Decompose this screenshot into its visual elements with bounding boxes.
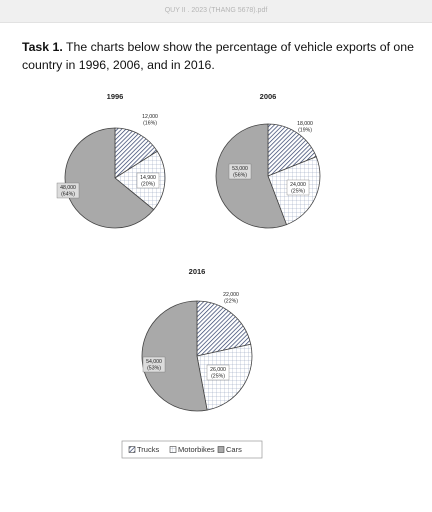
percent-label: (22%) bbox=[224, 298, 238, 304]
legend-swatch bbox=[169, 446, 177, 453]
value-label: 24,000 bbox=[290, 182, 306, 188]
legend-swatch bbox=[217, 446, 225, 453]
file-name: QUY II . 2023 (THANG 5678).pdf bbox=[0, 0, 432, 23]
pie-slice bbox=[196, 300, 252, 357]
percent-label: (64%) bbox=[61, 191, 75, 197]
value-label: 54,000 bbox=[146, 359, 162, 365]
value-label: 53,000 bbox=[232, 166, 248, 172]
percent-label: (20%) bbox=[141, 181, 155, 187]
task-label: Task 1. bbox=[22, 40, 63, 54]
label-bg bbox=[136, 172, 160, 189]
pie-slice bbox=[141, 300, 208, 412]
label-bg bbox=[206, 364, 230, 381]
value-label: 22,000 bbox=[223, 292, 239, 298]
label-bg bbox=[142, 356, 166, 373]
value-label: 14,900 bbox=[140, 175, 156, 181]
percent-label: (25%) bbox=[211, 373, 225, 379]
pie-slice bbox=[215, 123, 288, 229]
percent-label: (25%) bbox=[291, 188, 305, 194]
legend-swatch bbox=[128, 446, 136, 453]
label-bg bbox=[286, 179, 310, 196]
percent-label: (53%) bbox=[147, 365, 161, 371]
pie-slice bbox=[64, 127, 155, 229]
value-label: 18,000 bbox=[297, 121, 313, 127]
percent-label: (16%) bbox=[143, 120, 157, 126]
value-label: 48,000 bbox=[60, 185, 76, 191]
legend-label: Motorbikes bbox=[178, 445, 215, 454]
legend-box bbox=[121, 440, 263, 459]
pie-slice bbox=[114, 127, 158, 179]
label-bg bbox=[56, 182, 80, 199]
pie-title: 2006 bbox=[260, 92, 277, 101]
pie-title: 2016 bbox=[189, 267, 206, 276]
percent-label: (56%) bbox=[233, 172, 247, 178]
task-body: The charts below show the percentage of … bbox=[22, 40, 414, 72]
legend-label: Trucks bbox=[137, 445, 159, 454]
value-label: 26,000 bbox=[210, 367, 226, 373]
value-label: 12,000 bbox=[142, 114, 158, 120]
label-bg bbox=[228, 163, 252, 180]
percent-label: (19%) bbox=[298, 127, 312, 133]
pie-slice bbox=[267, 123, 317, 177]
pie-title: 1996 bbox=[107, 92, 124, 101]
task-text: Task 1. The charts below show the percen… bbox=[22, 38, 417, 74]
legend-label: Cars bbox=[226, 445, 242, 454]
